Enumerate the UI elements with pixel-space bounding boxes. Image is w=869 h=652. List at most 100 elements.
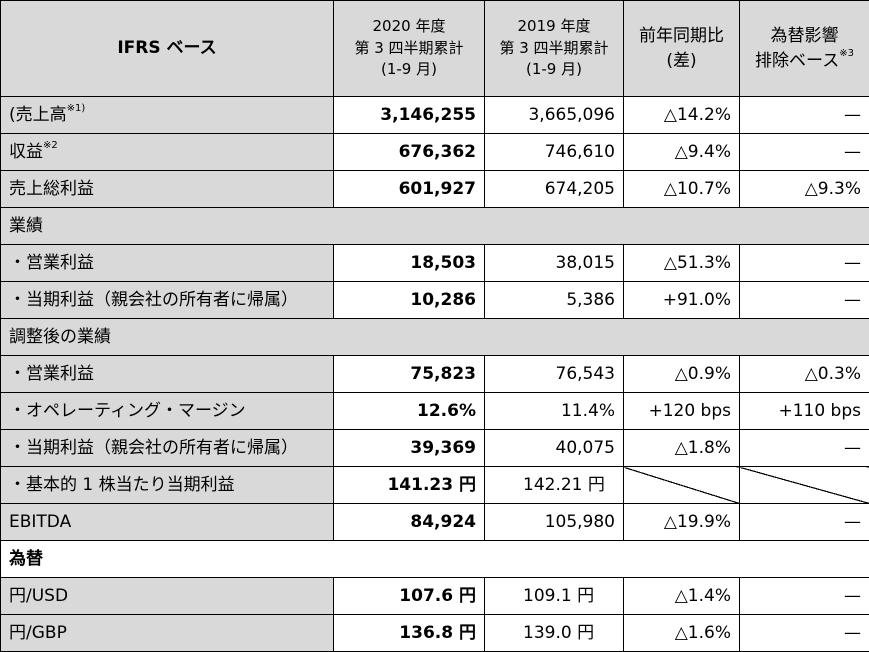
value-2019: 38,015	[485, 245, 624, 282]
row-label: ・当期利益（親会社の所有者に帰属）	[1, 430, 334, 467]
table-row: ・当期利益（親会社の所有者に帰属） 39,369 40,075 △1.8% —	[1, 430, 869, 467]
value-2020: 3,146,255	[334, 97, 485, 134]
value-fx: —	[740, 578, 869, 615]
header-2020-months: (1-9 月)	[381, 60, 437, 78]
value-2020: 601,927	[334, 171, 485, 208]
header-2019-months: (1-9 月)	[526, 60, 582, 78]
value-2020: 39,369	[334, 430, 485, 467]
value-2019: 40,075	[485, 430, 624, 467]
value-2020: 84,924	[334, 504, 485, 541]
value-2019: 11.4%	[485, 393, 624, 430]
header-2020-year: 2020 年度	[373, 17, 446, 35]
value-2019: 109.1 円	[485, 578, 624, 615]
value-2020: 141.23 円	[334, 467, 485, 504]
header-fx-title: 為替影響	[771, 26, 839, 46]
value-fx: —	[740, 134, 869, 171]
value-yoy: △10.7%	[624, 171, 740, 208]
header-fx-excluded: 為替影響 排除ベース※3	[740, 1, 869, 97]
value-fx: —	[740, 430, 869, 467]
row-label: ・基本的 1 株当たり当期利益	[1, 467, 334, 504]
header-2019: 2019 年度 第 3 四半期累計 (1-9 月)	[485, 1, 624, 97]
value-2019: 139.0 円	[485, 615, 624, 652]
value-2020: 10,286	[334, 282, 485, 319]
header-2019-year: 2019 年度	[518, 17, 591, 35]
section-row: 為替	[1, 541, 869, 578]
value-yoy: △14.2%	[624, 97, 740, 134]
header-fx-sub: 排除ベース	[755, 51, 839, 71]
table-row: EBITDA 84,924 105,980 △19.9% —	[1, 504, 869, 541]
section-fx: 為替	[1, 541, 869, 578]
row-note: ※1)	[67, 103, 86, 114]
table-row: ・営業利益 75,823 76,543 △0.9% △0.3%	[1, 356, 869, 393]
value-yoy: △19.9%	[624, 504, 740, 541]
value-yoy: △1.6%	[624, 615, 740, 652]
header-2019-period: 第 3 四半期累計	[499, 39, 608, 57]
row-label: 売上総利益	[1, 171, 334, 208]
value-2020: 107.6 円	[334, 578, 485, 615]
diagonal-empty-cell	[740, 467, 869, 504]
value-2019: 746,610	[485, 134, 624, 171]
row-label: ・営業利益	[1, 245, 334, 282]
table-row: ・基本的 1 株当たり当期利益 141.23 円 142.21 円	[1, 467, 869, 504]
value-fx: —	[740, 245, 869, 282]
header-yoy: 前年同期比 (差)	[624, 1, 740, 97]
value-2019: 5,386	[485, 282, 624, 319]
header-ifrs: IFRS ベース	[1, 1, 334, 97]
value-2019: 76,543	[485, 356, 624, 393]
header-row: IFRS ベース 2020 年度 第 3 四半期累計 (1-9 月) 2019 …	[1, 1, 869, 97]
value-2020: 676,362	[334, 134, 485, 171]
value-yoy: +120 bps	[624, 393, 740, 430]
section-row: 調整後の業績	[1, 319, 869, 356]
header-2020: 2020 年度 第 3 四半期累計 (1-9 月)	[334, 1, 485, 97]
value-fx: +110 bps	[740, 393, 869, 430]
header-yoy-sub: (差)	[666, 51, 696, 71]
row-label: ・営業利益	[1, 356, 334, 393]
table-row: 円/USD 107.6 円 109.1 円 △1.4% —	[1, 578, 869, 615]
section-row: 業績	[1, 208, 869, 245]
diagonal-empty-cell	[624, 467, 740, 504]
row-note: ※2	[43, 140, 58, 151]
value-2020: 75,823	[334, 356, 485, 393]
value-yoy: △1.8%	[624, 430, 740, 467]
value-yoy: +91.0%	[624, 282, 740, 319]
value-2019: 105,980	[485, 504, 624, 541]
header-fx-note: ※3	[839, 48, 854, 59]
section-adjusted: 調整後の業績	[1, 319, 869, 356]
value-2020: 18,503	[334, 245, 485, 282]
value-2020: 136.8 円	[334, 615, 485, 652]
header-yoy-title: 前年同期比	[639, 26, 724, 46]
value-yoy: △1.4%	[624, 578, 740, 615]
row-label: ・オペレーティング・マージン	[1, 393, 334, 430]
row-label: EBITDA	[1, 504, 334, 541]
table-row: ・当期利益（親会社の所有者に帰属） 10,286 5,386 +91.0% —	[1, 282, 869, 319]
value-fx: △0.3%	[740, 356, 869, 393]
value-fx: —	[740, 615, 869, 652]
table-row: 売上総利益 601,927 674,205 △10.7% △9.3%	[1, 171, 869, 208]
table-row: 収益※2 676,362 746,610 △9.4% —	[1, 134, 869, 171]
row-label-text: (売上高	[9, 105, 67, 125]
value-fx: —	[740, 97, 869, 134]
value-yoy: △0.9%	[624, 356, 740, 393]
value-2019: 3,665,096	[485, 97, 624, 134]
table-row: ・オペレーティング・マージン 12.6% 11.4% +120 bps +110…	[1, 393, 869, 430]
row-label-text: 収益	[9, 142, 43, 162]
table-row: (売上高※1) 3,146,255 3,665,096 △14.2% —	[1, 97, 869, 134]
row-label: 円/USD	[1, 578, 334, 615]
value-fx: △9.3%	[740, 171, 869, 208]
table-row: 円/GBP 136.8 円 139.0 円 △1.6% —	[1, 615, 869, 652]
value-2020: 12.6%	[334, 393, 485, 430]
header-2020-period: 第 3 四半期累計	[354, 39, 463, 57]
value-yoy: △9.4%	[624, 134, 740, 171]
row-label: ・当期利益（親会社の所有者に帰属）	[1, 282, 334, 319]
section-results: 業績	[1, 208, 869, 245]
row-label: 円/GBP	[1, 615, 334, 652]
value-2019: 674,205	[485, 171, 624, 208]
row-label: (売上高※1)	[1, 97, 334, 134]
row-label: 収益※2	[1, 134, 334, 171]
value-fx: —	[740, 282, 869, 319]
table-row: ・営業利益 18,503 38,015 △51.3% —	[1, 245, 869, 282]
value-2019: 142.21 円	[485, 467, 624, 504]
value-fx: —	[740, 504, 869, 541]
value-yoy: △51.3%	[624, 245, 740, 282]
